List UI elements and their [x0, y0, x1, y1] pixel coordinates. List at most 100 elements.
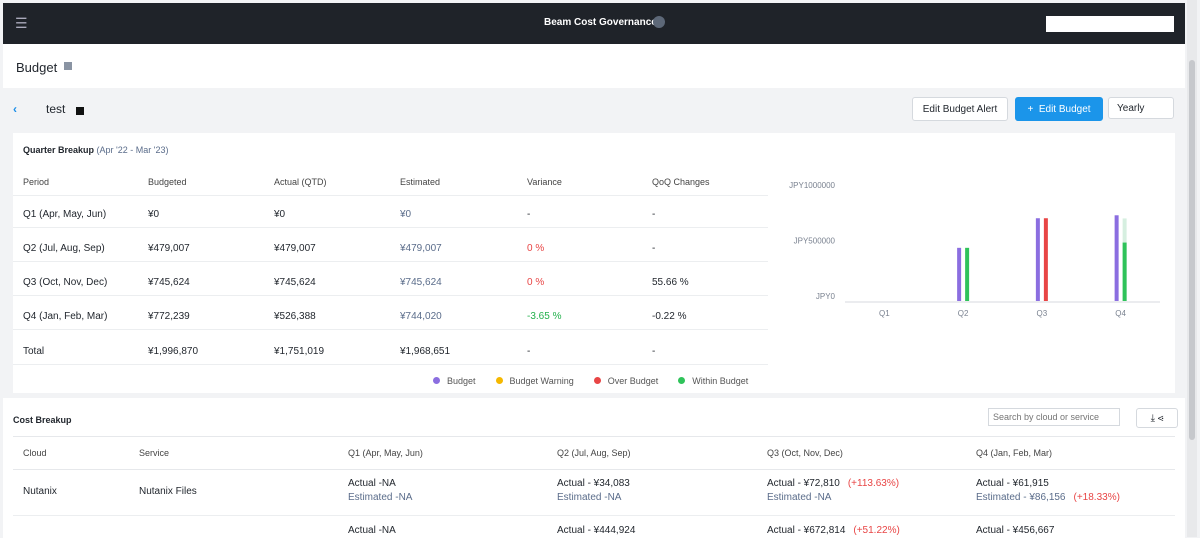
bar — [1114, 215, 1119, 301]
column-header: Q2 (Jul, Aug, Sep) — [557, 448, 631, 458]
cell: ¥1,751,019 — [274, 346, 325, 357]
y-tick-label: JPY0 — [816, 292, 836, 301]
cell: - — [527, 209, 531, 220]
cell: ¥772,239 — [148, 311, 190, 322]
edit-budget-button[interactable]: + Edit Budget — [1015, 97, 1103, 121]
bar — [1043, 218, 1048, 301]
cost-title: Cost Breakup — [13, 415, 72, 425]
title: Quarter Breakup — [23, 145, 95, 155]
column-header: Cloud — [23, 448, 47, 458]
row-border — [13, 329, 768, 330]
cell: -3.65 % — [527, 311, 562, 322]
x-tick-label: Q2 — [958, 309, 969, 318]
actual: Actual - ¥34,083 — [557, 478, 630, 489]
legend-dot — [678, 377, 686, 384]
scrollbar — [1187, 0, 1197, 537]
actual: Actual -NA — [348, 525, 396, 536]
legend-label: Within Budget — [692, 376, 749, 386]
cell: ¥745,624 — [400, 277, 442, 288]
column-header: QoQ Changes — [652, 177, 710, 187]
cell: ¥0 — [148, 209, 160, 220]
budget-name: test — [46, 102, 66, 116]
cell: Q3 (Oct, Nov, Dec) — [23, 277, 108, 288]
x-tick-label: Q1 — [879, 309, 890, 318]
change: (+51.22%) — [853, 525, 900, 536]
actual: Actual - ¥444,924 — [557, 525, 636, 536]
chart: JPY0 JPY500000 JPY1000000 Q1 Q2 Q3 Q4 — [789, 181, 1160, 318]
cell: Nutanix — [23, 486, 57, 497]
search[interactable] — [988, 408, 1120, 426]
cell: ¥479,007 — [274, 243, 316, 254]
row-border — [13, 261, 768, 262]
estimated: Estimated - ¥86,156 — [976, 492, 1066, 503]
info-icon[interactable] — [64, 62, 72, 70]
cell: Q2 (Jul, Aug, Sep) — [23, 243, 105, 254]
edit-alert-button[interactable]: Edit Budget Alert — [912, 97, 1008, 121]
cell: ¥1,996,870 — [148, 346, 199, 357]
column-header: Variance — [527, 177, 562, 187]
app-switch[interactable] — [653, 16, 665, 28]
bar — [957, 247, 962, 301]
period[interactable]: Yearly — [1117, 102, 1145, 114]
user-box[interactable] — [1046, 16, 1174, 32]
cell: ¥745,624 — [148, 277, 190, 288]
cost-card: Cost Breakup ⤓ ⋖ — [3, 398, 1185, 538]
column-header: Q4 (Jan, Feb, Mar) — [976, 448, 1053, 458]
column-header: Budgeted — [148, 177, 187, 187]
menu-icon[interactable]: ☰ — [15, 15, 28, 31]
change: (+113.63%) — [847, 478, 900, 489]
change: (+18.33%) — [1073, 492, 1120, 503]
cell: ¥745,624 — [274, 277, 316, 288]
y-tick-label: JPY500000 — [794, 237, 836, 246]
column-header: Q1 (Apr, May, Jun) — [348, 448, 423, 458]
row-border — [13, 515, 1175, 516]
legend-label: Budget — [447, 376, 476, 386]
bar — [1122, 242, 1127, 301]
estimated: Estimated -NA — [348, 492, 413, 503]
page-title: Budget — [16, 60, 58, 75]
cell: ¥526,388 — [274, 311, 316, 322]
row-border — [13, 364, 768, 365]
column-header: Q3 (Oct, Nov, Dec) — [767, 448, 843, 458]
actions[interactable]: ⤓ ⋖ — [1136, 408, 1178, 428]
row-border — [13, 295, 768, 296]
cell: ¥0 — [274, 209, 286, 220]
cell: - — [652, 243, 656, 254]
cell: ¥479,007 — [400, 243, 442, 254]
quarter-title: Quarter Breakup (Apr '22 - Mar '23) — [23, 145, 169, 155]
app-name[interactable]: Beam Cost Governance — [544, 17, 657, 28]
cell: 0 % — [527, 277, 545, 288]
info-icon[interactable] — [76, 107, 84, 115]
cell: -0.22 % — [652, 311, 687, 322]
cell: Total — [23, 346, 45, 357]
cell: ¥479,007 — [148, 243, 190, 254]
x-tick-label: Q3 — [1037, 309, 1048, 318]
range: (Apr '22 - Mar '23) — [96, 145, 169, 155]
quarter-card: Quarter Breakup (Apr '22 - Mar '23) Peri… — [13, 133, 1175, 393]
cell: - — [527, 346, 531, 357]
y-tick-label: JPY1000000 — [789, 181, 835, 190]
cell: Q1 (Apr, May, Jun) — [23, 209, 107, 220]
cell: ¥744,020 — [400, 311, 442, 322]
x-tick-label: Q4 — [1115, 309, 1126, 318]
actual: Actual - ¥61,915 — [976, 478, 1049, 489]
legend-label: Over Budget — [607, 376, 659, 386]
column-header: Service — [139, 448, 170, 458]
actual: Actual -NA — [348, 478, 396, 489]
actual: Actual - ¥672,814 — [767, 525, 846, 536]
column-header: Estimated — [400, 177, 441, 187]
actual: Actual - ¥456,667 — [976, 525, 1055, 536]
legend-dot — [495, 377, 503, 384]
row-border — [13, 227, 768, 228]
cell: ¥1,968,651 — [400, 346, 451, 357]
title-bar: Budget — [3, 44, 1185, 88]
top-bar: ☰ Beam Cost Governance — [3, 3, 1185, 44]
cost-header-row — [13, 436, 1175, 470]
period-select[interactable]: Yearly — [1108, 97, 1174, 119]
legend-dot — [593, 377, 601, 384]
edit-budget-label[interactable]: Edit Budget — [1038, 103, 1091, 115]
cell: - — [652, 209, 656, 220]
cell: - — [652, 346, 656, 357]
back[interactable]: ‹ — [13, 102, 17, 116]
